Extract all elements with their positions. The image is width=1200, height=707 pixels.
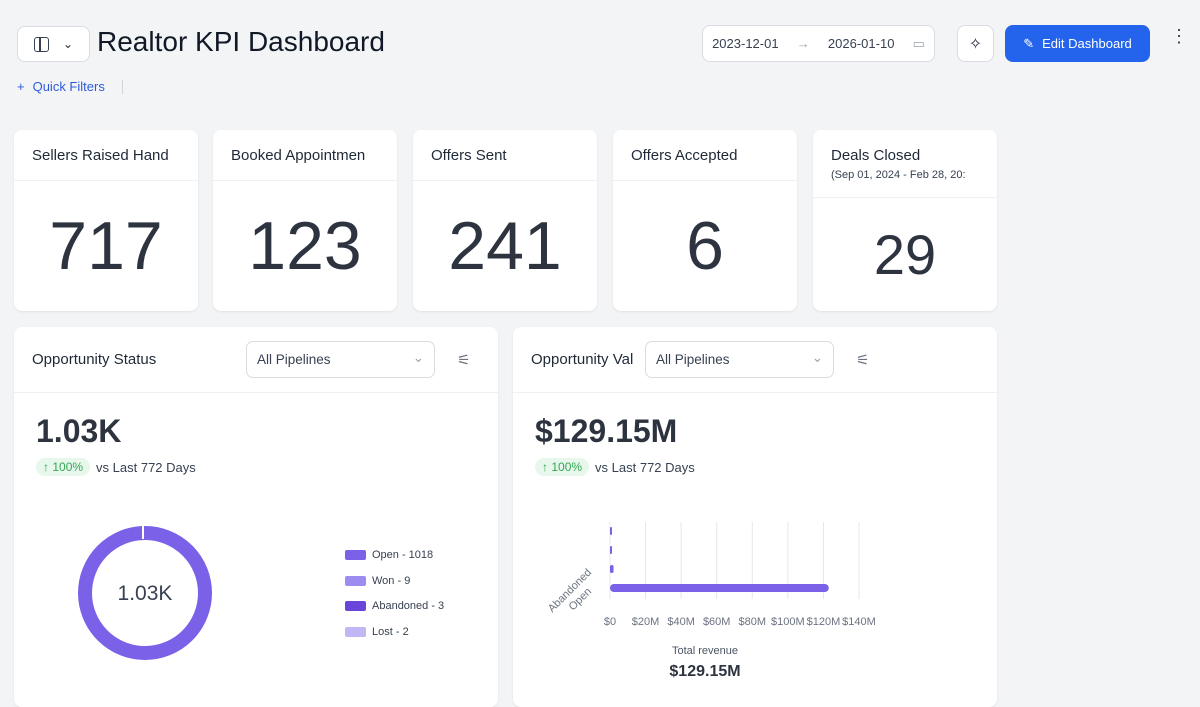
kpi-value: 241 (448, 208, 562, 284)
quick-filters-label: Quick Filters (32, 79, 105, 94)
footer-label: Total revenue (671, 645, 739, 657)
pipeline-select[interactable]: All Pipelines ⌄ (246, 341, 435, 378)
kpi-subtitle: (Sep 01, 2024 - Feb 28, 20: (831, 169, 966, 181)
kpi-card-appointments: Booked Appointmen 123 (213, 130, 397, 311)
legend-item[interactable]: Abandoned - 3 (345, 600, 444, 612)
pipeline-value: All Pipelines (257, 352, 331, 367)
total-value: $129.15M (535, 413, 678, 449)
kpi-card-offers-accepted: Offers Accepted 6 (613, 130, 797, 311)
legend-label: Lost - 2 (372, 625, 409, 638)
kpi-title: Deals Closed (831, 147, 921, 164)
kpi-card-offers-sent: Offers Sent 241 (413, 130, 597, 311)
page-title: Realtor KPI Dashboard (97, 26, 385, 57)
x-tick-label: $140M (842, 616, 876, 628)
layout-icon (33, 36, 49, 52)
kpi-title: Booked Appointmen (213, 130, 397, 181)
donut-chart: 1.03K (78, 526, 212, 660)
kpi-card-deals-closed: Deals Closed (Sep 01, 2024 - Feb 28, 20: … (813, 130, 997, 311)
sparkle-icon: ✧ (968, 35, 983, 53)
layout-toggle-button[interactable]: ⌄ (17, 26, 90, 62)
calendar-icon: ▭ (912, 35, 925, 51)
panel-title: Opportunity Status (32, 351, 157, 368)
footer-value: $129.15M (669, 663, 741, 680)
comparison-label: vs Last 772 Days (595, 459, 695, 475)
opportunity-value-panel: Opportunity Val All Pipelines ⌄ ⚟ $129.15… (513, 327, 997, 707)
panel-title: Opportunity Val (531, 351, 634, 368)
plus-icon: + (17, 79, 25, 94)
bar-Open[interactable] (610, 584, 829, 592)
bar-Abandoned[interactable] (610, 565, 614, 573)
kpi-value: 123 (248, 208, 362, 284)
legend-swatch (345, 601, 366, 611)
comparison-label: vs Last 772 Days (96, 459, 196, 475)
kpi-title: Sellers Raised Hand (14, 130, 198, 181)
legend-swatch (345, 575, 366, 586)
kpi-card-sellers: Sellers Raised Hand 717 (14, 130, 198, 311)
filter-settings-icon[interactable]: ⚟ (856, 351, 870, 369)
total-value: 1.03K (36, 413, 122, 449)
legend-swatch (345, 550, 366, 560)
legend-item[interactable]: Lost - 2 (345, 626, 409, 638)
x-tick-label: $60M (703, 616, 731, 628)
legend-item[interactable]: Open - 1018 (345, 549, 433, 561)
kpi-title: Offers Sent (413, 130, 597, 181)
chevron-down-icon: ⌄ (412, 350, 424, 365)
x-tick-label: $0 (604, 616, 616, 628)
kpi-title: Offers Accepted (613, 130, 797, 181)
x-tick-label: $20M (632, 616, 660, 628)
donut-center-label: 1.03K (118, 582, 173, 605)
legend-label: Abandoned - 3 (372, 600, 445, 612)
filter-settings-icon[interactable]: ⚟ (457, 351, 471, 369)
change-badge: ↑ 100% (36, 458, 91, 476)
opportunity-status-panel: Opportunity Status All Pipelines ⌄ ⚟ 1.03… (14, 327, 498, 707)
legend-item[interactable]: Won - 9 (345, 575, 410, 587)
arrow-right-icon: → (796, 36, 810, 51)
legend-label: Open - 1018 (372, 549, 434, 561)
edit-dashboard-button[interactable]: ✎ Edit Dashboard (1005, 25, 1150, 62)
kpi-value: 717 (49, 208, 163, 284)
edit-dashboard-label: Edit Dashboard (1042, 36, 1132, 51)
bar-item[interactable] (610, 546, 612, 554)
date-from: 2023-12-01 (712, 36, 779, 51)
divider (122, 80, 123, 94)
chevron-down-icon: ⌄ (62, 37, 74, 51)
ai-sparkle-button[interactable]: ✧ (957, 25, 994, 62)
chevron-down-icon: ⌄ (811, 350, 823, 365)
quick-filters-button[interactable]: + Quick Filters (17, 79, 105, 94)
date-to: 2026-01-10 (827, 36, 895, 51)
legend-label: Won - 9 (372, 574, 411, 587)
x-tick-label: $100M (771, 616, 805, 628)
x-tick-label: $120M (807, 616, 841, 628)
pencil-icon: ✎ (1023, 35, 1035, 51)
pipeline-value: All Pipelines (656, 352, 730, 367)
legend-swatch (345, 626, 366, 637)
change-badge: ↑ 100% (535, 458, 590, 476)
kpi-value: 6 (686, 208, 724, 284)
date-range-picker[interactable]: 2023-12-01 → 2026-01-10 ▭ (702, 25, 935, 62)
more-options-icon[interactable]: ⋮ (1170, 26, 1188, 46)
x-tick-label: $80M (739, 616, 767, 628)
x-tick-label: $40M (667, 616, 695, 628)
donut-slice-open[interactable] (78, 526, 212, 660)
kpi-value: 29 (873, 223, 937, 286)
bar-item[interactable] (610, 527, 612, 535)
pipeline-select[interactable]: All Pipelines ⌄ (645, 341, 834, 378)
revenue-bar-chart: $0 $20M $40M $60M $80M $100M $120M $140MAbandon… (546, 522, 876, 628)
